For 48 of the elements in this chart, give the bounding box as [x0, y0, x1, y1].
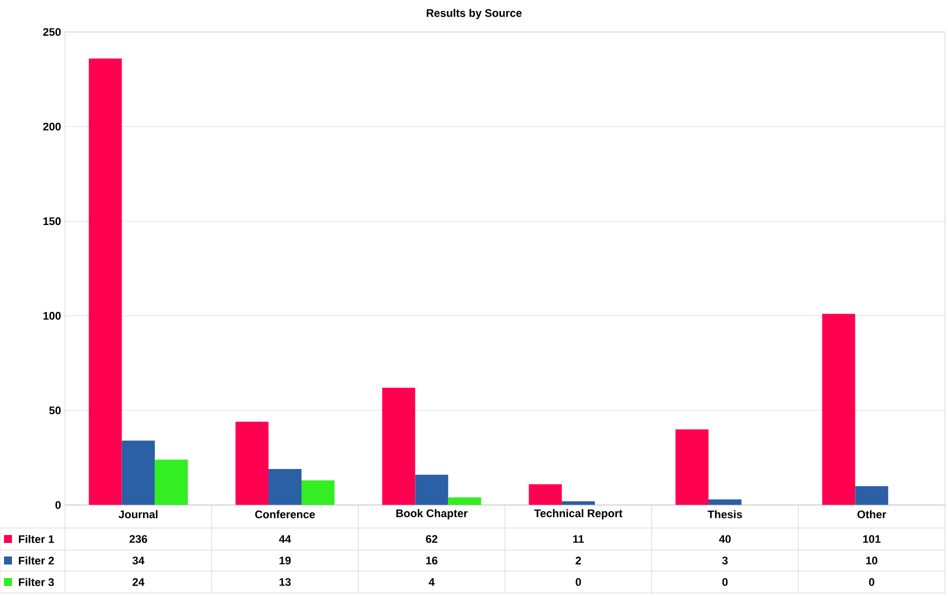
legend-label: Filter 2	[18, 556, 54, 565]
data-label: 11	[573, 535, 584, 543]
y-tick-label: 150	[43, 217, 61, 226]
legend-label: Filter 3	[18, 578, 54, 586]
data-label: 0	[576, 578, 581, 586]
bar	[382, 388, 416, 505]
bar	[268, 469, 302, 505]
data-label: 10	[866, 556, 878, 564]
data-label: 62	[426, 535, 438, 543]
bar	[122, 440, 155, 505]
y-tick-label: 0	[55, 501, 61, 509]
data-label: 0	[869, 578, 874, 586]
data-label: 34	[132, 556, 144, 564]
data-label: 2	[576, 556, 581, 564]
data-label: 4	[428, 578, 435, 586]
bar	[88, 58, 122, 505]
y-tick-label: 250	[43, 28, 61, 36]
data-label: 13	[280, 578, 291, 586]
y-tick-label: 200	[43, 122, 61, 130]
legend-label: Filter 1	[18, 534, 54, 544]
x-tick-label: Thesis	[708, 510, 742, 518]
data-label: 0	[722, 578, 728, 586]
x-tick-label: Conference	[255, 510, 315, 518]
bar	[154, 460, 188, 505]
data-label: 40	[719, 535, 731, 543]
bar	[236, 422, 268, 505]
x-tick-label: Journal	[118, 510, 158, 518]
x-tick-label: Book Chapter	[396, 509, 468, 520]
bar	[302, 480, 335, 505]
data-label: 44	[279, 535, 292, 543]
y-tick-label: 50	[49, 406, 61, 414]
chart-title: Results by Source	[426, 8, 522, 20]
data-label: 16	[426, 556, 438, 564]
data-label: 24	[132, 578, 144, 586]
bar	[855, 486, 888, 505]
bar	[528, 484, 562, 505]
bar	[415, 474, 448, 505]
bar	[676, 429, 709, 505]
y-tick-label: 100	[43, 312, 61, 320]
data-label: 236	[130, 535, 148, 543]
data-label: 101	[863, 535, 881, 543]
data-label: 19	[280, 556, 291, 564]
x-tick-label: Technical Report	[534, 509, 622, 520]
x-tick-label: Other	[857, 510, 886, 518]
data-label: 3	[722, 556, 728, 564]
bar	[562, 501, 595, 505]
bar	[448, 497, 482, 505]
bar	[822, 314, 856, 505]
